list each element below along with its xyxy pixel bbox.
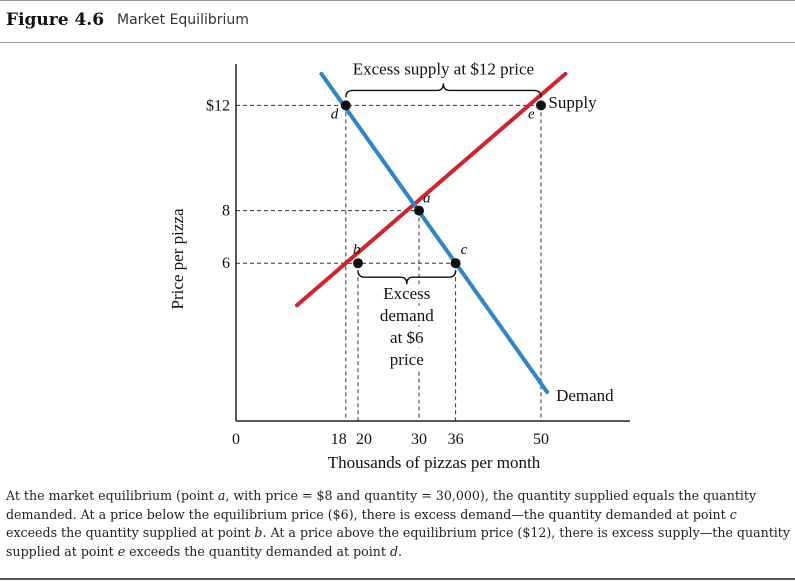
x-tick-label-30: 30: [411, 431, 427, 448]
point-d: [340, 100, 351, 111]
caption-text-3: exceeds the quantity supplied at point: [6, 525, 255, 540]
point-e: [536, 100, 546, 111]
caption-text-6: .: [398, 543, 403, 559]
figure-label: Figure 4.6: [6, 10, 105, 30]
point-label-e: e: [528, 106, 535, 122]
point-label-b: b: [353, 242, 361, 258]
caption-point-e: e: [117, 543, 126, 559]
equilibrium-points: a b c d e: [331, 100, 546, 269]
excess-demand-bg-2: [376, 328, 437, 348]
excess-demand-line-0: Excess: [383, 284, 430, 303]
annotations: Excess supply at $12 price Excess demand at…: [345, 59, 542, 370]
figure-title: Market Equilibrium: [117, 12, 249, 28]
series-line-demand: [319, 71, 550, 395]
excess-supply-brace: [345, 83, 542, 98]
x-tick-label-0: 0: [232, 431, 240, 448]
caption-point-d: d: [389, 543, 399, 559]
excess-demand-line-3: price: [390, 350, 424, 369]
point-label-a: a: [423, 191, 431, 207]
caption-text-5: exceeds the quantity demanded at point: [125, 543, 390, 559]
x-tick-label-18: 18: [331, 431, 347, 448]
excess-demand-line-1: demand: [380, 306, 434, 325]
excess-demand-bg-1: [376, 306, 437, 326]
caption-point-b: b: [254, 525, 263, 540]
excess-demand-brace: [357, 270, 457, 285]
excess-demand-bg-3: [376, 350, 437, 370]
guide-lines: [236, 104, 542, 421]
caption-text-2: , with price = $8 and quantity = 30,000)…: [6, 488, 757, 522]
point-label-d: d: [331, 106, 339, 122]
caption-point-c: c: [729, 506, 737, 522]
excess-demand-line-2: at $6: [390, 328, 424, 347]
y-tick-label-6: 6: [222, 255, 230, 272]
x-axis-label: Thousands of pizzas per month: [328, 453, 541, 472]
figure-header: Figure 4.6 Market Equilibrium: [0, 0, 795, 44]
curves: Supply Demand: [295, 71, 614, 405]
excess-supply-label: Excess supply at $12 price: [353, 59, 534, 78]
caption-text-4: . At a price above the equilibrium price…: [6, 525, 790, 559]
caption-text-1: At the market equilibrium (point: [6, 488, 218, 503]
caption-point-a: a: [217, 488, 226, 503]
point-a: [414, 205, 424, 216]
point-c: [450, 258, 461, 269]
excess-demand-bg-0: [376, 284, 437, 304]
point-b: [353, 258, 363, 269]
series-label-supply: Supply: [548, 93, 597, 112]
header-top-rule: [0, 0, 795, 1]
footer-rule: [0, 578, 795, 580]
y-axis-label: Price per pizza: [168, 208, 187, 309]
series-line-supply: [295, 71, 568, 308]
x-tick-label-36: 36: [448, 431, 464, 448]
figure-caption: At the market equilibrium (point a, with…: [6, 487, 790, 561]
x-tick-label-20: 20: [356, 431, 372, 448]
axes: [235, 64, 630, 422]
series-label-demand: Demand: [556, 386, 614, 405]
y-tick-label-12: $12: [206, 97, 230, 114]
tick-labels: 6 8 $12 0 18 20 30 36 50: [206, 97, 549, 448]
x-tick-label-50: 50: [533, 431, 549, 448]
header-bottom-rule: [0, 42, 795, 43]
y-tick-label-8: 8: [222, 203, 230, 220]
point-label-c: c: [461, 242, 468, 258]
